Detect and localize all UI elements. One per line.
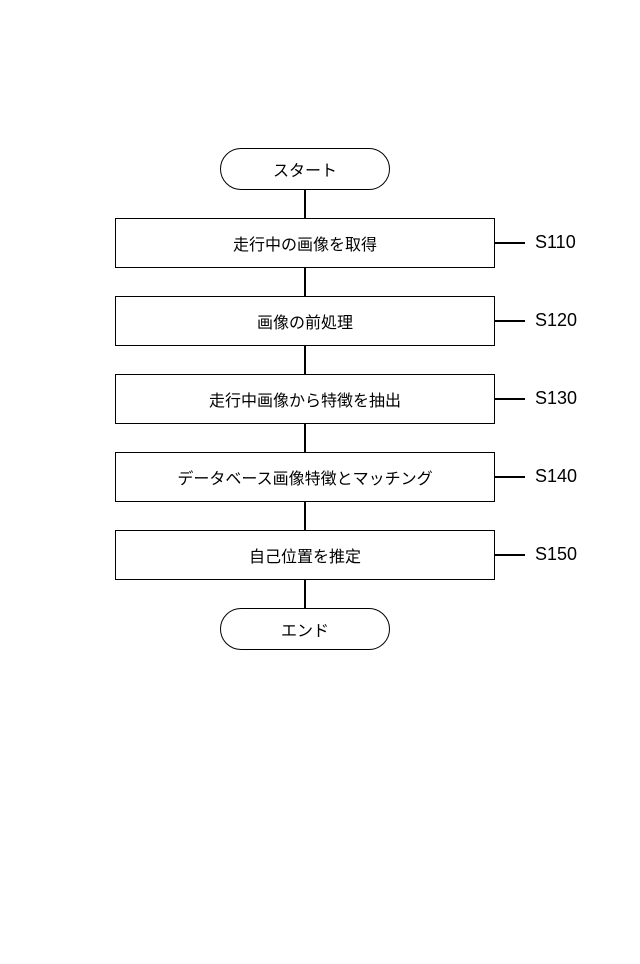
process-s140: データベース画像特徴とマッチング [115,452,495,502]
process-s110: 走行中の画像を取得 [115,218,495,268]
step-label-s140: S140 [535,466,577,487]
label-connector-s110 [495,242,525,244]
process-s140-text: データベース画像特徴とマッチング [177,465,432,489]
connector-s120-s130 [304,346,306,374]
step-label-s130: S130 [535,388,577,409]
connector-s130-s140 [304,424,306,452]
connector-start-s110 [304,190,306,218]
terminator-end: エンド [220,608,390,650]
terminator-start: スタート [220,148,390,190]
terminator-end-text: エンド [281,617,329,641]
step-label-s110: S110 [535,232,576,253]
label-connector-s150 [495,554,525,556]
step-label-s150: S150 [535,544,577,565]
connector-s110-s120 [304,268,306,296]
process-s130: 走行中画像から特徴を抽出 [115,374,495,424]
process-s150: 自己位置を推定 [115,530,495,580]
process-s110-text: 走行中の画像を取得 [233,231,377,255]
process-s120: 画像の前処理 [115,296,495,346]
connector-s150-end [304,580,306,608]
process-s120-text: 画像の前処理 [257,309,353,333]
connector-s140-s150 [304,502,306,530]
label-connector-s140 [495,476,525,478]
terminator-start-text: スタート [273,157,337,181]
label-connector-s130 [495,398,525,400]
label-connector-s120 [495,320,525,322]
flowchart-container: スタート 走行中の画像を取得 S110 画像の前処理 S120 走行中画像から特… [0,0,640,964]
process-s130-text: 走行中画像から特徴を抽出 [209,387,401,411]
process-s150-text: 自己位置を推定 [249,543,361,567]
step-label-s120: S120 [535,310,577,331]
